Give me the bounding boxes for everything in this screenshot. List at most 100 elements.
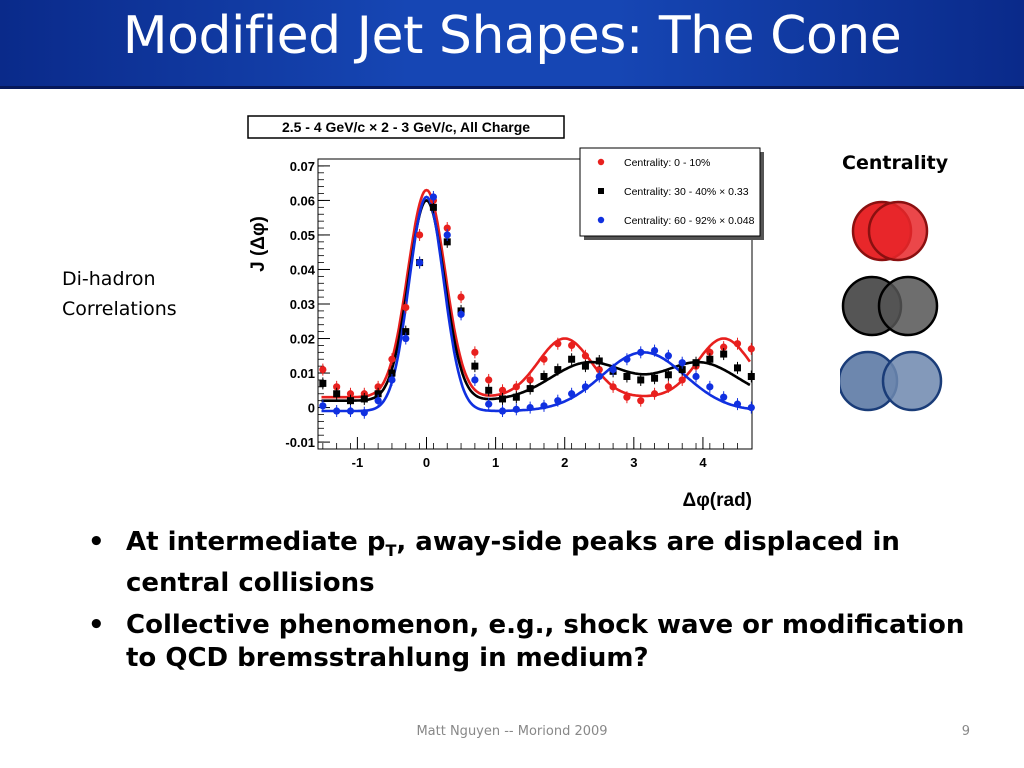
data-point-series-2 — [706, 355, 714, 363]
bullet-1-prefix: At intermediate p — [126, 527, 386, 557]
data-point-series-3 — [498, 407, 507, 415]
x-tick-label: 2 — [561, 455, 568, 470]
centrality-title: Centrality — [842, 152, 949, 174]
slide-title: Modified Jet Shapes: The Cone — [122, 6, 902, 66]
data-point-series-1 — [747, 345, 755, 353]
data-point-series-1 — [512, 383, 520, 391]
data-point-series-1 — [678, 376, 686, 384]
side-label-line-2: Correlations — [62, 298, 177, 320]
fit-curve-2 — [321, 198, 751, 402]
data-point-series-2 — [471, 362, 479, 370]
data-point-series-3 — [333, 407, 341, 415]
data-point-series-1 — [623, 393, 631, 401]
x-tick-label: 4 — [699, 455, 707, 470]
data-point-series-2 — [554, 366, 562, 374]
data-point-series-3 — [595, 372, 603, 381]
side-label-line-1: Di-hadron — [62, 268, 156, 290]
data-point-series-2 — [664, 371, 672, 379]
data-point-series-3 — [374, 397, 382, 405]
side-label: Di-hadron Correlations — [62, 264, 232, 324]
y-tick-label: 0.05 — [290, 228, 315, 243]
data-point-series-3 — [485, 400, 493, 408]
data-point-series-3 — [512, 405, 520, 413]
data-point-series-1 — [554, 340, 562, 348]
data-point-series-2 — [388, 369, 396, 377]
data-point-series-1 — [540, 355, 548, 363]
bullet-list: • At intermediate pT, away-side peaks ar… — [88, 526, 988, 684]
data-point-series-1 — [443, 224, 451, 232]
data-point-series-3 — [388, 376, 396, 384]
data-point-series-3 — [637, 348, 645, 356]
data-point-series-2 — [443, 238, 451, 246]
data-point-series-2 — [429, 203, 437, 211]
nucleus-circle-icon — [877, 275, 939, 337]
data-point-series-1 — [581, 352, 590, 360]
data-point-series-2 — [651, 374, 659, 382]
data-point-series-2 — [692, 359, 700, 367]
data-point-series-3 — [415, 258, 424, 267]
data-point-series-2 — [319, 379, 327, 387]
legend-marker — [598, 188, 604, 194]
data-point-series-1 — [457, 293, 465, 301]
data-point-series-3 — [526, 403, 534, 412]
y-tick-label: 0.06 — [290, 193, 315, 208]
y-tick-label: 0.02 — [290, 332, 315, 347]
data-point-series-3 — [581, 383, 590, 391]
data-point-series-1 — [595, 365, 603, 374]
data-point-series-1 — [319, 365, 327, 374]
y-tick-label: -0.01 — [285, 435, 315, 450]
data-point-series-2 — [733, 364, 741, 372]
data-point-series-2 — [720, 350, 728, 358]
bullet-1-subscript: T — [385, 541, 397, 561]
data-point-series-2 — [485, 386, 493, 394]
data-point-series-1 — [415, 231, 424, 239]
data-point-series-1 — [568, 341, 576, 350]
y-tick-label: 0.01 — [290, 366, 315, 381]
data-point-series-2 — [374, 390, 382, 398]
x-axis-label: Δφ(rad) — [683, 490, 752, 511]
data-point-series-3 — [747, 403, 755, 412]
bullet-dot-icon: • — [88, 610, 105, 641]
data-point-series-3 — [678, 359, 686, 367]
data-point-series-1 — [637, 397, 645, 405]
bullet-item-2: • Collective phenomenon, e.g., shock wav… — [88, 609, 988, 675]
data-point-series-3 — [319, 402, 327, 410]
data-point-series-3 — [706, 383, 714, 391]
data-point-series-3 — [692, 372, 700, 381]
nucleus-circle-icon — [867, 200, 929, 262]
data-point-series-3 — [623, 355, 631, 363]
data-point-series-2 — [623, 373, 631, 380]
data-point-series-3 — [360, 409, 368, 417]
data-point-series-2 — [540, 373, 548, 380]
data-point-series-2 — [499, 395, 507, 403]
y-tick-label: 0.04 — [290, 262, 316, 277]
centrality-icons — [840, 200, 943, 412]
data-point-series-2 — [678, 366, 686, 374]
data-point-series-2 — [581, 362, 589, 370]
legend-marker — [597, 216, 605, 224]
bullet-2-text: Collective phenomenon, e.g., shock wave … — [126, 610, 965, 674]
y-axis-label: J (Δφ) — [248, 216, 269, 272]
data-point-series-3 — [429, 193, 438, 201]
nucleus-circle-icon — [881, 350, 943, 412]
x-tick-label: 0 — [423, 455, 430, 470]
data-point-series-1 — [706, 348, 714, 356]
legend-label: Centrality: 0 - 10% — [624, 157, 710, 169]
y-tick-label: 0.07 — [290, 159, 315, 174]
data-point-series-3 — [346, 407, 355, 415]
data-point-series-3 — [733, 400, 742, 408]
x-tick-label: 3 — [630, 455, 637, 470]
data-point-series-1 — [526, 376, 534, 384]
data-point-series-3 — [609, 365, 617, 374]
page-number: 9 — [961, 724, 970, 739]
data-point-series-1 — [402, 303, 410, 312]
data-point-series-3 — [402, 334, 410, 343]
data-point-series-2 — [637, 376, 645, 384]
data-point-series-1 — [609, 383, 617, 391]
data-point-series-1 — [388, 355, 396, 363]
correlation-chart: 2.5 - 4 GeV/c × 2 - 3 GeV/c, All Charge -… — [247, 115, 764, 511]
data-point-series-1 — [374, 383, 382, 391]
footer-text: Matt Nguyen -- Moriond 2009 — [416, 724, 608, 739]
data-point-series-1 — [664, 383, 672, 391]
bullet-1-suffix: , away-side peaks are displaced in centr… — [126, 527, 900, 599]
